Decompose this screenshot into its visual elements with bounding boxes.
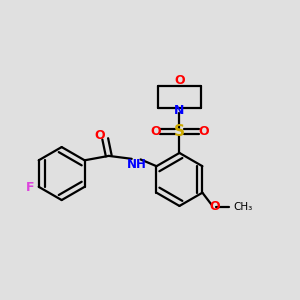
Text: S: S (174, 124, 185, 139)
Text: N: N (174, 104, 184, 117)
Text: O: O (198, 125, 208, 138)
Text: F: F (26, 182, 35, 194)
Text: O: O (150, 125, 161, 138)
Text: O: O (94, 129, 105, 142)
Text: NH: NH (127, 158, 146, 171)
Text: CH₃: CH₃ (234, 202, 253, 212)
Text: O: O (174, 74, 185, 87)
Text: O: O (209, 200, 220, 213)
